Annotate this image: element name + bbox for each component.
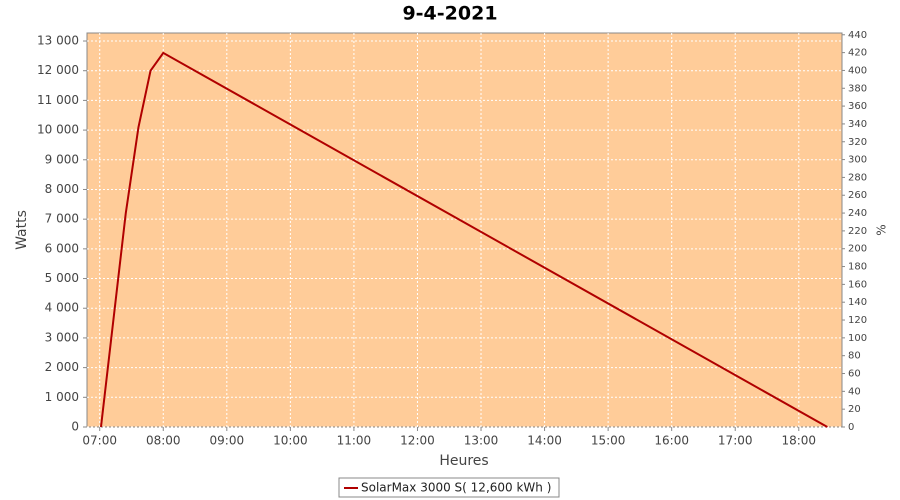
series-line	[99, 51, 828, 428]
y-tick-label: 6 000	[45, 241, 79, 255]
y-tick-label: 5 000	[45, 271, 79, 285]
x-tick-label: 07:00	[82, 434, 117, 448]
y2-tick-label: 360	[848, 101, 867, 112]
x-tick-label: 13:00	[464, 434, 499, 448]
y-tick-label: 1 000	[45, 390, 79, 404]
x-tick-label: 15:00	[591, 434, 626, 448]
y-tick-label: 2 000	[45, 360, 79, 374]
y2-tick-label: 120	[848, 315, 867, 326]
y2-tick-label: 320	[848, 137, 867, 148]
y-tick-label: 11 000	[37, 93, 79, 107]
chart-title: 9-4-2021	[402, 3, 497, 25]
y2-tick-label: 420	[848, 48, 867, 59]
x-tick-label: 17:00	[718, 434, 753, 448]
y2-tick-label: 180	[848, 262, 867, 273]
y-tick-label: 12 000	[37, 63, 79, 77]
x-tick-label: 08:00	[146, 434, 181, 448]
y2-tick-label: 100	[848, 333, 867, 344]
x-tick-label: 11:00	[337, 434, 372, 448]
y-tick-label: 0	[71, 420, 79, 434]
plot-area	[86, 32, 843, 428]
y-tick-label: 9 000	[45, 152, 79, 166]
x-axis-label: Heures	[439, 453, 488, 469]
y2-tick-label: 40	[848, 386, 861, 397]
y2-tick-label: 160	[848, 279, 867, 290]
y2-tick-label: 80	[848, 351, 861, 362]
y2-tick-label: 220	[848, 226, 867, 237]
x-tick-label: 09:00	[210, 434, 245, 448]
y2-tick-label: 60	[848, 369, 861, 380]
legend-box	[338, 477, 560, 498]
y2-tick-label: 280	[848, 172, 867, 183]
y2-tick-label: 260	[848, 190, 867, 201]
y2-tick-label: 380	[848, 83, 867, 94]
y2-tick-label: 400	[848, 65, 867, 76]
legend-label: SolarMax 3000 S( 12,600 kWh )	[361, 481, 551, 495]
y-tick-label: 4 000	[45, 301, 79, 315]
y-tick-label: 7 000	[45, 212, 79, 226]
y-tick-label: 13 000	[37, 34, 79, 48]
y2-tick-label: 0	[848, 422, 854, 433]
y2-axis-label: %	[875, 224, 889, 235]
x-tick-label: 18:00	[781, 434, 816, 448]
y2-tick-label: 300	[848, 155, 867, 166]
y2-tick-label: 20	[848, 404, 861, 415]
y-axis-label: Watts	[14, 210, 30, 250]
y2-tick-label: 440	[848, 30, 867, 41]
y2-tick-label: 200	[848, 244, 867, 255]
x-tick-label: 10:00	[273, 434, 308, 448]
y-tick-label: 8 000	[45, 182, 79, 196]
y2-tick-label: 240	[848, 208, 867, 219]
x-tick-label: 16:00	[654, 434, 689, 448]
y-tick-label: 10 000	[37, 123, 79, 137]
y2-tick-label: 340	[848, 119, 867, 130]
y-tick-label: 3 000	[45, 330, 79, 344]
y2-tick-label: 140	[848, 297, 867, 308]
x-tick-label: 12:00	[400, 434, 435, 448]
x-tick-label: 14:00	[527, 434, 562, 448]
